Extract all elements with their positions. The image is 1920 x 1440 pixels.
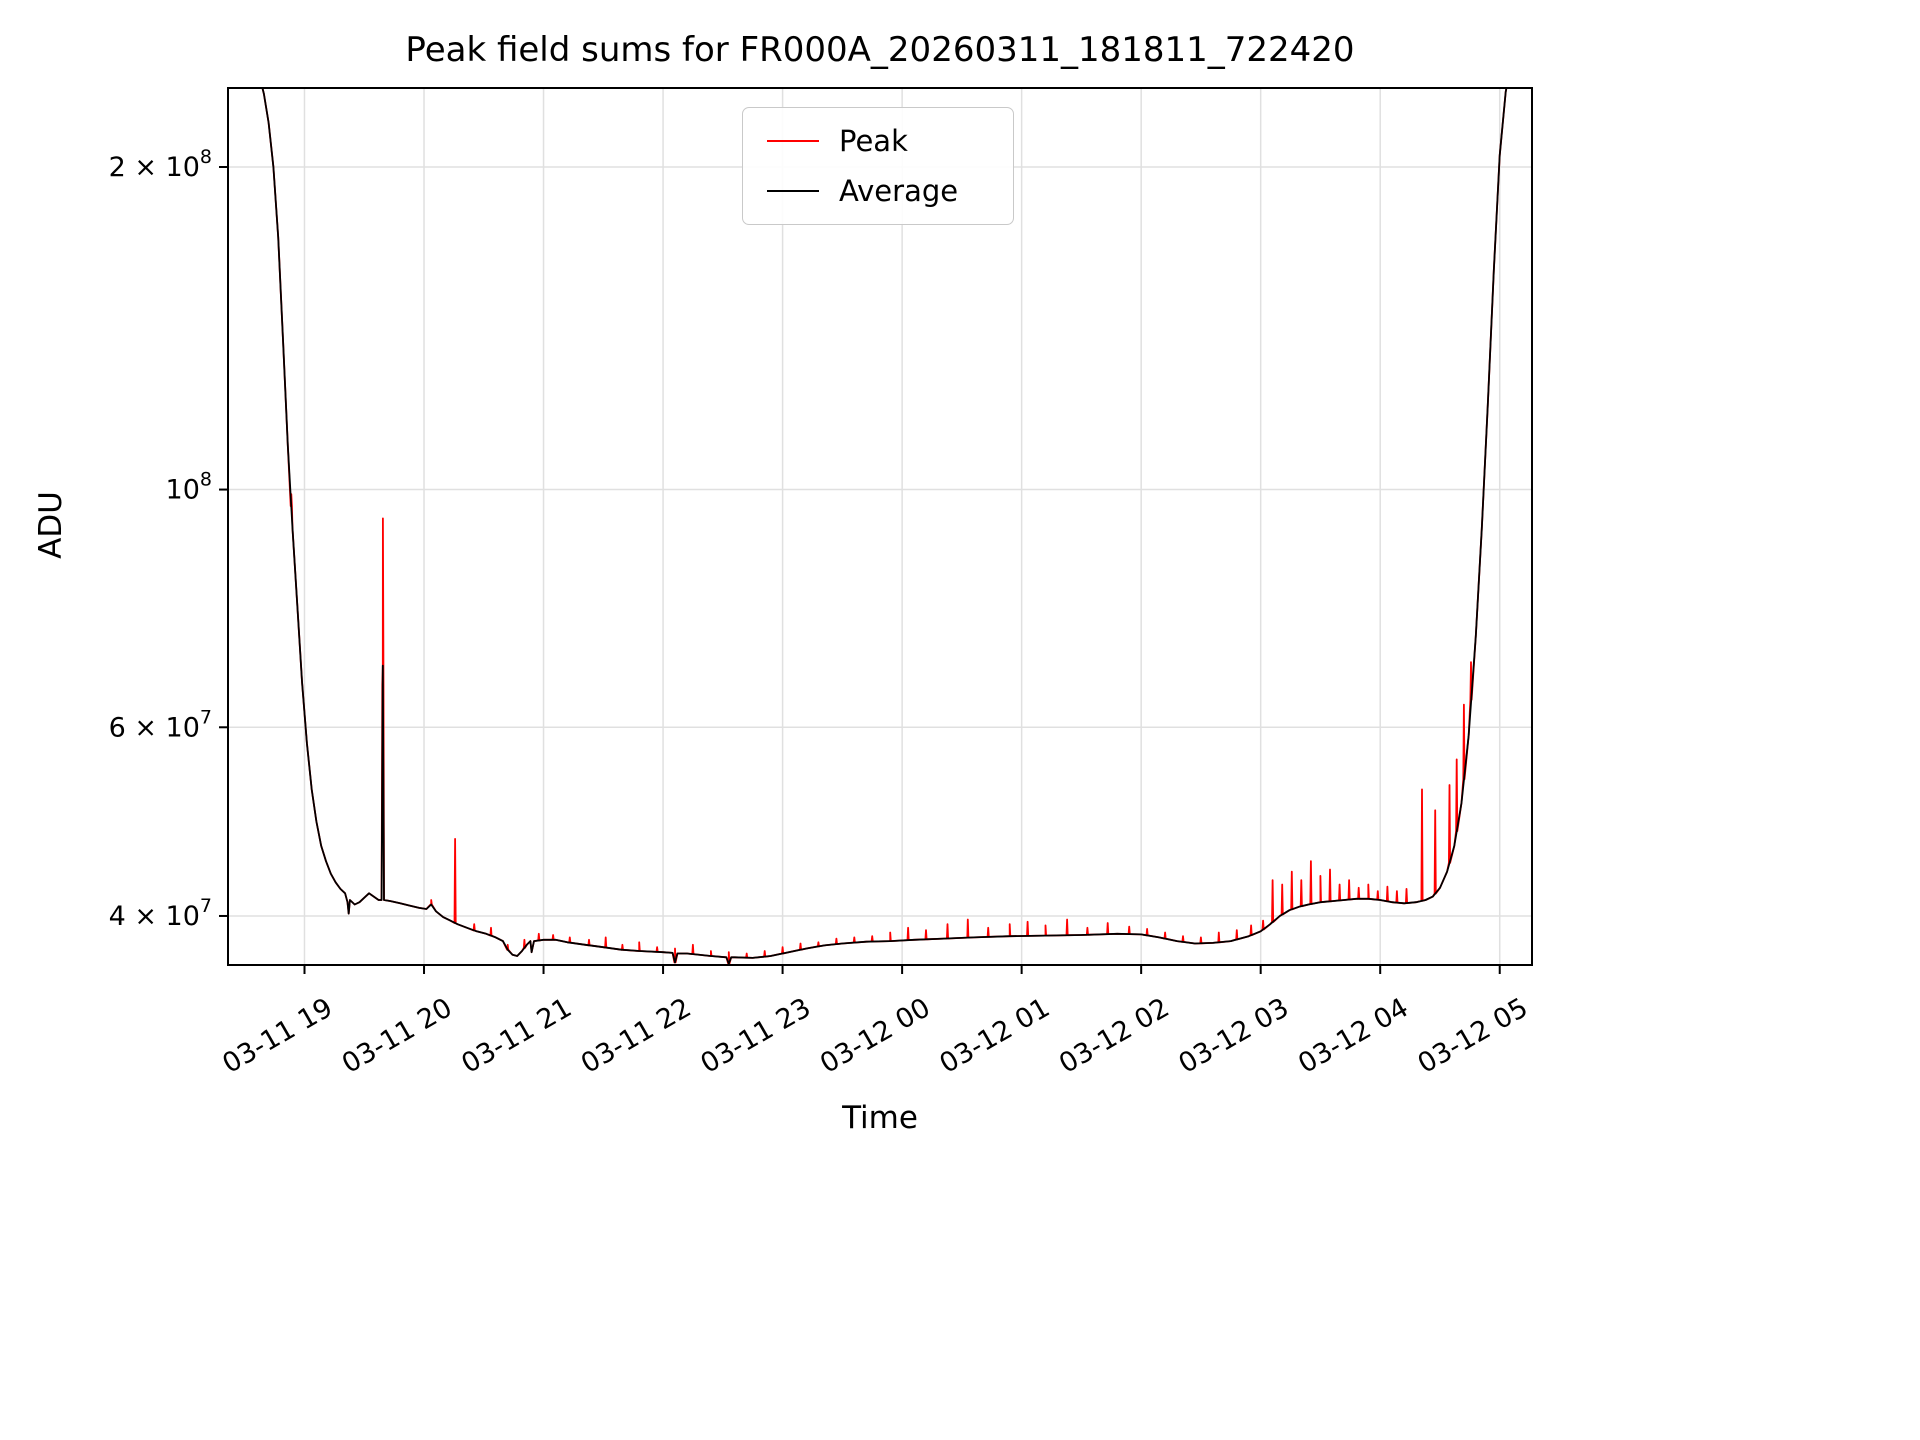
- y-axis-label: ADU: [33, 491, 69, 559]
- x-tick-label: 03-12 02: [1054, 992, 1175, 1080]
- x-tick-label: 03-12 00: [815, 992, 936, 1080]
- x-tick-label: 03-11 22: [576, 992, 697, 1080]
- x-tick-label: 03-12 05: [1413, 992, 1534, 1080]
- series-average-line: [261, 88, 1508, 965]
- plot-background: [228, 88, 1532, 965]
- x-tick-label: 03-12 04: [1293, 992, 1414, 1080]
- legend: Peak Average: [742, 107, 1014, 225]
- x-tick-label: 03-11 20: [337, 992, 458, 1080]
- x-tick-label: 03-12 01: [934, 992, 1055, 1080]
- legend-item-peak: Peak: [767, 121, 989, 161]
- legend-item-average: Average: [767, 171, 989, 211]
- chart-title: Peak field sums for FR000A_20260311_1818…: [405, 30, 1355, 70]
- legend-line-average-icon: [767, 190, 819, 192]
- y-tick-label: 108: [166, 469, 212, 506]
- y-tick-label: 2 × 108: [109, 146, 212, 183]
- legend-label-peak: Peak: [839, 124, 908, 158]
- legend-line-peak-icon: [767, 140, 819, 142]
- x-tick-label: 03-11 23: [695, 992, 816, 1080]
- y-tick-label: 6 × 107: [109, 706, 212, 743]
- axes-spines: [227, 87, 1533, 966]
- x-tick-label: 03-11 21: [456, 992, 577, 1080]
- legend-label-average: Average: [839, 174, 959, 208]
- tick-marks: [219, 165, 1501, 974]
- series-group: [261, 88, 1508, 965]
- x-tick-label: 03-12 03: [1174, 992, 1295, 1080]
- y-tick-label: 4 × 107: [109, 895, 212, 932]
- x-tick-label: 03-11 19: [217, 992, 338, 1080]
- x-axis-label: Time: [842, 1100, 918, 1136]
